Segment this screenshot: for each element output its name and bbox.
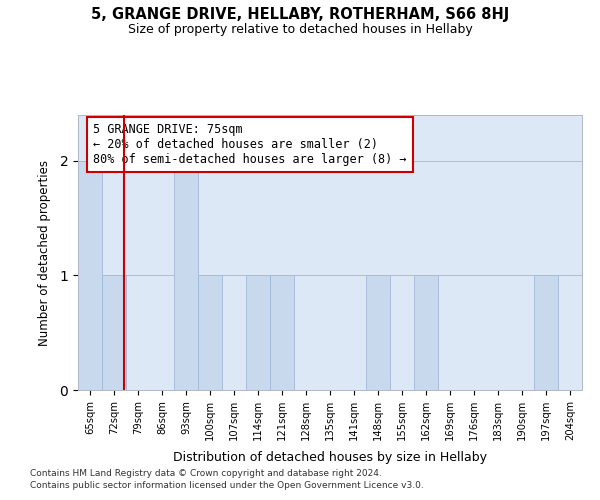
Bar [102,276,126,390]
X-axis label: Distribution of detached houses by size in Hellaby: Distribution of detached houses by size … [173,451,487,464]
Text: Contains HM Land Registry data © Crown copyright and database right 2024.: Contains HM Land Registry data © Crown c… [30,468,382,477]
Y-axis label: Number of detached properties: Number of detached properties [38,160,51,346]
Bar [534,276,558,390]
Bar [246,276,270,390]
Bar [78,161,102,390]
Text: 5 GRANGE DRIVE: 75sqm
← 20% of detached houses are smaller (2)
80% of semi-detac: 5 GRANGE DRIVE: 75sqm ← 20% of detached … [93,123,407,166]
Bar [414,276,438,390]
Text: Contains public sector information licensed under the Open Government Licence v3: Contains public sector information licen… [30,481,424,490]
Bar [174,161,198,390]
Bar [198,276,222,390]
Bar [366,276,390,390]
Bar [270,276,294,390]
Text: Size of property relative to detached houses in Hellaby: Size of property relative to detached ho… [128,22,472,36]
Text: 5, GRANGE DRIVE, HELLABY, ROTHERHAM, S66 8HJ: 5, GRANGE DRIVE, HELLABY, ROTHERHAM, S66… [91,8,509,22]
